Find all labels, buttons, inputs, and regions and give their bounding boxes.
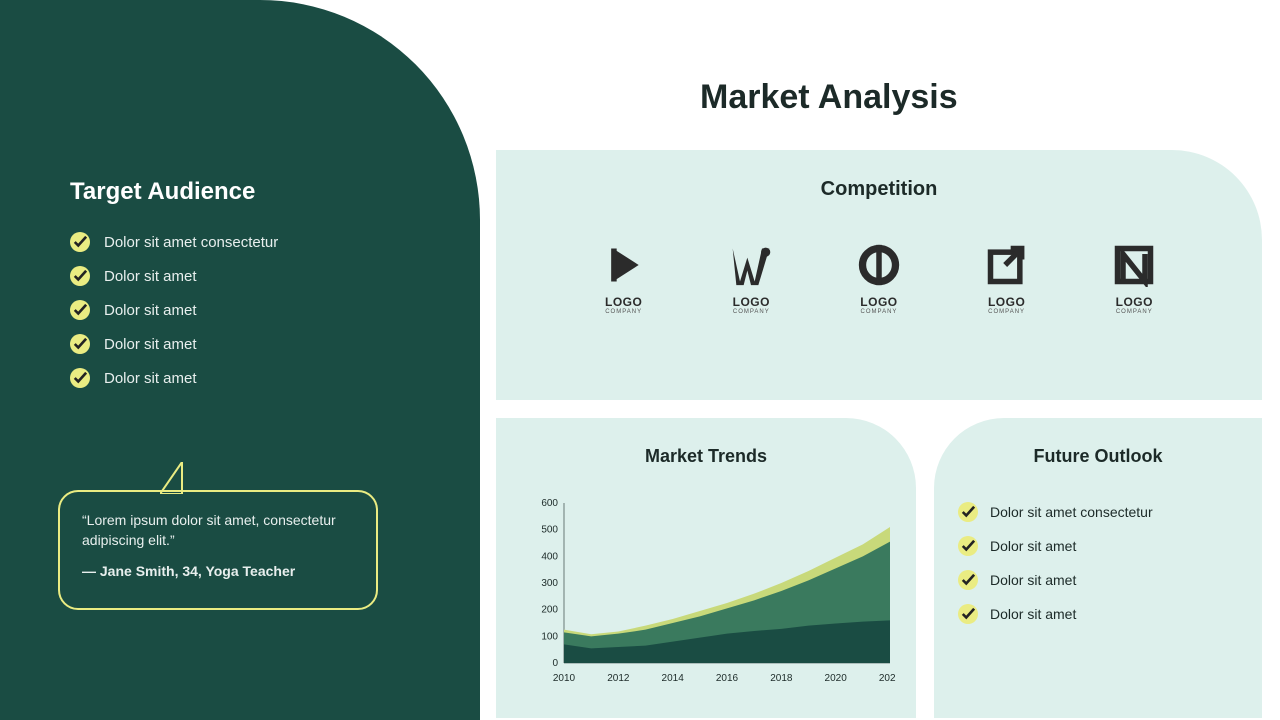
future-outlook-list: Dolor sit amet consectetur Dolor sit amet… <box>958 495 1238 631</box>
checkmark-icon <box>958 502 978 522</box>
market-trends-chart: 0 100 200 300 400 500 600 2010 2012 2014 2016 2018 2… <box>526 497 896 687</box>
checkmark-icon <box>958 604 978 624</box>
checkmark-icon <box>70 368 90 388</box>
page-title: Market Analysis <box>700 78 958 117</box>
svg-text:2012: 2012 <box>607 673 630 684</box>
checkmark-icon <box>70 232 90 252</box>
svg-text:300: 300 <box>541 578 558 589</box>
target-audience-item-label: Dolor sit amet <box>104 370 197 387</box>
svg-text:2018: 2018 <box>770 673 793 684</box>
svg-text:200: 200 <box>541 605 558 616</box>
checkmark-icon <box>958 536 978 556</box>
target-audience-item: Dolor sit amet consectetur <box>70 225 278 259</box>
future-outlook-item-label: Dolor sit amet <box>990 538 1076 554</box>
circle-logo-icon <box>855 241 903 289</box>
competitor-logo-sublabel: COMPANY <box>1116 309 1153 315</box>
target-audience-item-label: Dolor sit amet <box>104 336 197 353</box>
target-audience-item: Dolor sit amet <box>70 361 278 395</box>
future-outlook-item: Dolor sit amet <box>958 597 1238 631</box>
competitor-logo-label: LOGO <box>860 295 897 309</box>
n-logo-icon <box>1110 241 1158 289</box>
competitor-logo: LOGOCOMPANY <box>1094 241 1174 315</box>
competitor-logo-sublabel: COMPANY <box>861 309 898 315</box>
future-outlook-item: Dolor sit amet <box>958 529 1238 563</box>
competitor-logo-label: LOGO <box>988 295 1025 309</box>
target-audience-item-label: Dolor sit amet <box>104 268 197 285</box>
quote-attribution: — Jane Smith, 34, Yoga Teacher <box>82 561 354 581</box>
checkmark-icon <box>70 300 90 320</box>
target-audience-title: Target Audience <box>70 178 255 206</box>
quote-text: “Lorem ipsum dolor sit amet, consectetur… <box>82 510 354 551</box>
target-audience-list: Dolor sit amet consectetur Dolor sit amet… <box>70 225 278 395</box>
market-trends-title: Market Trends <box>516 446 896 467</box>
svg-text:600: 600 <box>541 498 558 509</box>
svg-text:400: 400 <box>541 551 558 562</box>
future-outlook-panel: Future Outlook Dolor sit amet consectetu… <box>934 418 1262 718</box>
svg-text:2010: 2010 <box>553 673 576 684</box>
checkmark-icon <box>70 266 90 286</box>
competitor-logo-label: LOGO <box>733 295 770 309</box>
target-audience-item: Dolor sit amet <box>70 293 278 327</box>
future-outlook-item: Dolor sit amet <box>958 563 1238 597</box>
svg-text:2014: 2014 <box>662 673 685 684</box>
future-outlook-item-label: Dolor sit amet consectetur <box>990 504 1153 520</box>
future-outlook-item-label: Dolor sit amet <box>990 606 1076 622</box>
competitor-logo: LOGOCOMPANY <box>584 241 664 315</box>
competition-title: Competition <box>496 178 1262 201</box>
svg-text:100: 100 <box>541 631 558 642</box>
market-trends-panel: Market Trends 0 100 200 300 400 500 600 2010 201… <box>496 418 916 718</box>
competitor-logo-label: LOGO <box>1116 295 1153 309</box>
testimonial-quote: “Lorem ipsum dolor sit amet, consectetur… <box>58 490 378 610</box>
competition-logo-row: LOGOCOMPANYLOGOCOMPANYLOGOCOMPANYLOGOCOM… <box>496 241 1262 315</box>
competitor-logo: LOGOCOMPANY <box>839 241 919 315</box>
svg-text:2022: 2022 <box>879 673 896 684</box>
competitor-logo-label: LOGO <box>605 295 642 309</box>
w-logo-icon <box>727 241 775 289</box>
svg-text:500: 500 <box>541 525 558 536</box>
competitor-logo: LOGOCOMPANY <box>967 241 1047 315</box>
target-audience-item: Dolor sit amet <box>70 259 278 293</box>
checkmark-icon <box>70 334 90 354</box>
target-audience-item-label: Dolor sit amet consectetur <box>104 234 278 251</box>
competitor-logo-sublabel: COMPANY <box>988 309 1025 315</box>
target-audience-panel: Target Audience Dolor sit amet consectet… <box>0 0 480 720</box>
play-logo-icon <box>600 241 648 289</box>
competitor-logo-sublabel: COMPANY <box>605 309 642 315</box>
competitor-logo-sublabel: COMPANY <box>733 309 770 315</box>
future-outlook-item: Dolor sit amet consectetur <box>958 495 1238 529</box>
svg-text:0: 0 <box>552 658 558 669</box>
svg-text:2020: 2020 <box>825 673 848 684</box>
competitor-logo: LOGOCOMPANY <box>711 241 791 315</box>
future-outlook-title: Future Outlook <box>958 446 1238 467</box>
competition-panel: Competition LOGOCOMPANYLOGOCOMPANYLOGOCO… <box>496 150 1262 400</box>
future-outlook-item-label: Dolor sit amet <box>990 572 1076 588</box>
target-audience-item: Dolor sit amet <box>70 327 278 361</box>
svg-text:2016: 2016 <box>716 673 739 684</box>
checkmark-icon <box>958 570 978 590</box>
market-analysis-slide: Market Analysis Target Audience Dolor si… <box>0 0 1280 720</box>
target-audience-item-label: Dolor sit amet <box>104 302 197 319</box>
arrow-logo-icon <box>983 241 1031 289</box>
